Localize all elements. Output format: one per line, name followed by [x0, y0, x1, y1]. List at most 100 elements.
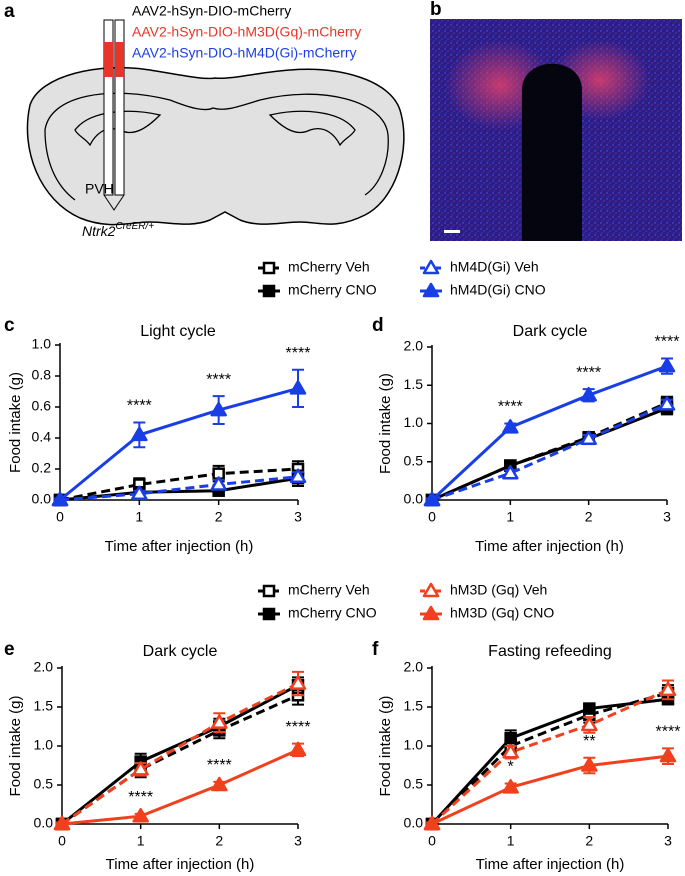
y-tick-label: 2.0 — [404, 338, 424, 354]
significance: **** — [286, 345, 311, 362]
marker — [502, 743, 519, 759]
series-line — [61, 693, 299, 826]
series-line — [430, 688, 669, 826]
series-line — [61, 682, 299, 826]
marker — [659, 747, 677, 763]
y-tick-label: 1.0 — [404, 737, 424, 753]
y-tick-label: 1.0 — [404, 414, 424, 430]
y-tick-label: 0.5 — [404, 452, 424, 468]
x-tick-label: 0 — [428, 833, 436, 849]
marker — [289, 741, 307, 757]
marker — [51, 491, 69, 507]
panel-b: b — [430, 0, 682, 241]
y-tick-label: 1.5 — [404, 376, 424, 392]
marker — [211, 776, 228, 792]
y-axis-label: Food intake (g) — [7, 696, 24, 797]
significance: **** — [656, 724, 681, 741]
y-tick-label: 0.8 — [32, 367, 52, 383]
x-tick-label: 0 — [58, 833, 66, 849]
marker — [132, 761, 149, 776]
construct-label: AAV2-hSyn-DIO-mCherry — [132, 3, 291, 19]
needle — [103, 19, 114, 196]
needle-tip — [103, 194, 125, 211]
series-line — [61, 748, 299, 826]
brain-section — [26, 66, 405, 226]
genotype-superscript: CreER/+ — [115, 221, 154, 232]
series-line — [431, 406, 668, 502]
x-tick-label: 2 — [585, 833, 593, 849]
x-tick-label: 1 — [507, 833, 515, 849]
marker — [502, 419, 519, 434]
y-tick-label: 0.2 — [32, 460, 52, 476]
marker — [131, 485, 148, 501]
y-tick-label: 0.4 — [32, 429, 52, 445]
marker — [658, 396, 676, 411]
y-tick-label: 0.6 — [32, 398, 52, 414]
legend-label: mCherry CNO — [288, 282, 377, 298]
legend-label: mCherry Veh — [288, 582, 370, 598]
panel-a: a AAV2-hSyn-DIO-mCherry AAV2-hSyn-DIO-hM… — [4, 1, 405, 239]
significance: **** — [498, 399, 523, 416]
panel-letter: b — [430, 0, 442, 20]
significance: **** — [207, 757, 232, 774]
marker — [423, 815, 441, 831]
hippocampus — [268, 110, 356, 147]
panel-letter: e — [4, 639, 15, 660]
x-tick-label: 1 — [506, 509, 514, 525]
y-axis-label: Food intake (g) — [7, 372, 24, 473]
y-tick-label: 0.5 — [404, 776, 424, 792]
x-tick-label: 1 — [137, 833, 145, 849]
series-line — [59, 476, 299, 502]
marker — [580, 386, 597, 402]
series-line — [59, 467, 299, 502]
ventricle — [522, 63, 582, 241]
marker — [502, 779, 519, 794]
x-tick-label: 2 — [215, 509, 223, 525]
series-line — [430, 697, 669, 826]
marker — [581, 757, 598, 772]
legend-marker — [262, 261, 276, 275]
significance: **** — [655, 334, 680, 351]
marker — [132, 807, 149, 823]
x-tick-label: 2 — [215, 833, 223, 849]
y-tick-label: 1.0 — [32, 336, 52, 352]
virus-fill — [104, 42, 113, 77]
significance: ** — [583, 733, 595, 750]
legend-label: hM3D (Gq) Veh — [450, 582, 547, 598]
x-tick-label: 3 — [294, 833, 302, 849]
y-tick-label: 2.0 — [34, 659, 54, 675]
marker — [502, 464, 519, 480]
x-axis-label: Time after injection (h) — [475, 538, 624, 555]
significance: **** — [576, 364, 601, 381]
virus-fill — [115, 42, 124, 77]
legend-label: hM4D(Gi) CNO — [450, 282, 546, 298]
y-tick-label: 0.0 — [404, 815, 424, 831]
x-axis-label: Time after injection (h) — [105, 538, 254, 555]
significance: **** — [128, 789, 153, 806]
genotype-label: Ntrk2CreER/+ — [82, 221, 154, 239]
significance: * — [508, 759, 514, 776]
x-tick-label: 3 — [663, 509, 671, 525]
y-tick-label: 1.0 — [34, 737, 54, 753]
marker — [583, 702, 596, 715]
y-tick-label: 0.0 — [32, 491, 52, 507]
panel-letter: a — [4, 1, 15, 22]
chart-title: Light cycle — [140, 323, 216, 340]
x-tick-label: 3 — [664, 833, 672, 849]
chart-title: Dark cycle — [143, 643, 218, 660]
y-tick-label: 1.5 — [34, 698, 54, 714]
series-line — [59, 386, 299, 502]
construct-label: AAV2-hSyn-DIO-hM3D(Gq)-mCherry — [132, 24, 361, 40]
marker — [504, 731, 517, 745]
significance: **** — [206, 371, 231, 388]
marker — [210, 401, 227, 417]
legend-marker — [262, 284, 276, 298]
construct-label: AAV2-hSyn-DIO-hM4D(Gi)-mCherry — [132, 45, 357, 61]
panel-letter: f — [372, 639, 379, 660]
y-axis-label: Food intake (g) — [377, 373, 394, 474]
series-line — [430, 691, 669, 826]
chart-title: Dark cycle — [513, 323, 588, 340]
marker — [423, 491, 441, 507]
y-tick-label: 0.0 — [34, 815, 54, 831]
region-label: PVH — [85, 181, 114, 197]
